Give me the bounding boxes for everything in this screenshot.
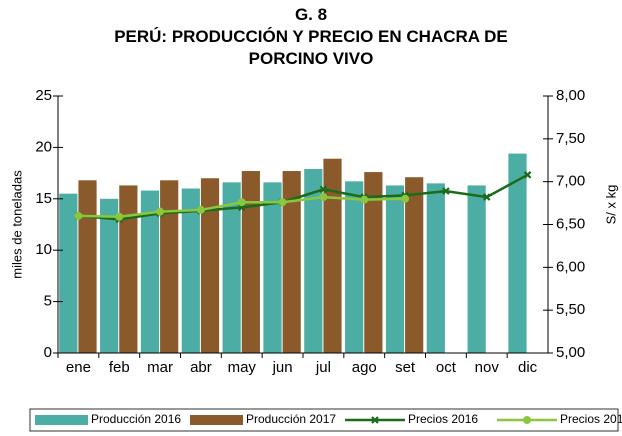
bar — [140, 190, 160, 353]
x-tick-label: oct — [436, 359, 457, 376]
legend-label: Precios 2017 — [560, 412, 622, 426]
legend-label: Precios 2016 — [408, 412, 478, 426]
line-marker — [523, 416, 531, 424]
bar — [222, 182, 241, 353]
y-tick-label: 0 — [44, 344, 52, 361]
legend-label: Producción 2017 — [246, 412, 336, 426]
legend-swatch — [35, 415, 88, 425]
y2-axis-label: S/ x kg — [603, 185, 618, 225]
bar — [160, 180, 179, 353]
bar — [282, 171, 301, 353]
y-tick-label: 15 — [35, 190, 52, 207]
legend-box — [29, 408, 619, 432]
bar — [323, 158, 342, 353]
legend-swatch — [190, 415, 243, 425]
line-marker — [278, 198, 287, 207]
x-tick-label: ago — [352, 359, 377, 376]
bar — [364, 172, 383, 353]
bar — [263, 182, 282, 353]
x-tick-label: jun — [272, 359, 293, 376]
x-tick-label: abr — [190, 359, 212, 376]
line-marker — [401, 194, 410, 203]
y-tick-label: 25 — [35, 87, 52, 104]
bar — [304, 168, 323, 353]
bar — [241, 171, 260, 353]
line-marker — [442, 187, 450, 195]
bar — [200, 178, 220, 353]
bar — [426, 183, 445, 353]
chart-title: G. 8 — [294, 5, 328, 24]
bar — [345, 181, 364, 353]
y2-tick-label: 5,00 — [556, 344, 585, 361]
bar — [119, 185, 138, 353]
chart-subtitle: PERÚ: PRODUCCIÓN Y PRECIO EN CHACRA DE P… — [114, 27, 508, 68]
line-marker — [237, 198, 246, 207]
y2-tick-label: 7,50 — [556, 130, 585, 147]
x-tick-label: jul — [315, 359, 331, 376]
y-axis-label: miles de toneladas — [9, 170, 24, 279]
line-marker — [482, 193, 491, 201]
legend-label: Producción 2016 — [91, 412, 181, 426]
x-tick-label: dic — [518, 359, 538, 376]
line-marker — [196, 205, 205, 214]
line — [78, 173, 529, 221]
y-tick-label: 5 — [44, 293, 52, 310]
line-marker — [523, 171, 532, 179]
x-tick-label: nov — [475, 359, 500, 376]
y2-tick-label: 8,00 — [556, 87, 585, 104]
bar — [78, 180, 97, 353]
line-marker — [115, 212, 124, 221]
bar — [181, 188, 200, 353]
y2-tick-label: 6,50 — [556, 215, 585, 232]
x-tick-label: set — [395, 359, 416, 376]
bar — [385, 185, 405, 353]
y2-tick-label: 5,50 — [556, 301, 585, 318]
y2-tick-label: 7,00 — [556, 173, 585, 190]
bar — [59, 193, 78, 353]
y-tick-label: 10 — [35, 241, 52, 258]
line-marker — [319, 193, 328, 202]
line-marker — [319, 185, 328, 194]
bar — [508, 153, 527, 353]
x-tick-label: mar — [147, 359, 173, 376]
y-tick-label: 20 — [35, 138, 52, 155]
bar — [405, 177, 424, 353]
bar — [100, 198, 119, 353]
line-marker — [360, 195, 369, 204]
x-tick-label: may — [228, 359, 257, 376]
x-tick-label: feb — [109, 359, 130, 376]
line-marker — [74, 211, 83, 220]
bar — [467, 185, 486, 353]
y2-tick-label: 6,00 — [556, 258, 585, 275]
x-tick-label: ene — [66, 359, 91, 376]
line-marker — [156, 207, 165, 216]
line-marker — [371, 416, 379, 424]
